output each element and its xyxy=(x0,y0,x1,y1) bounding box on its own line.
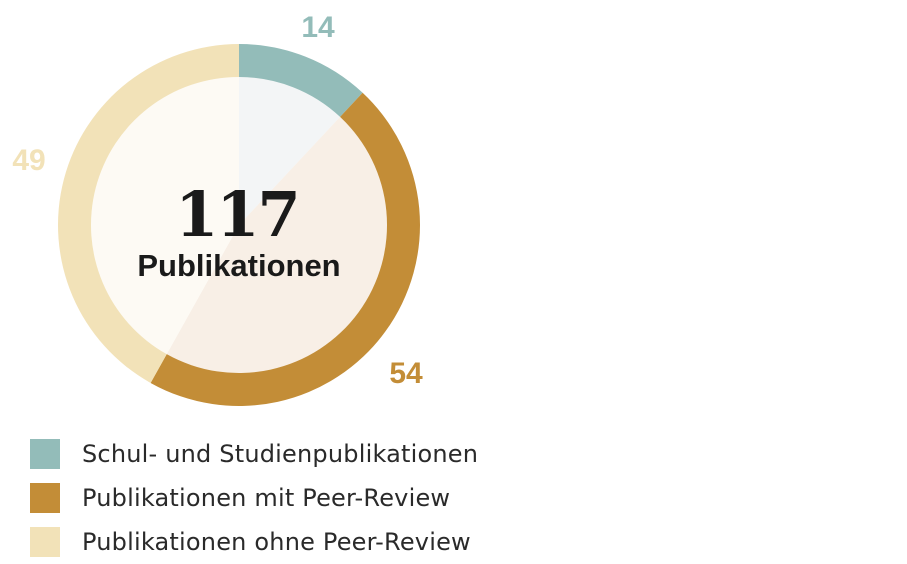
legend-swatch xyxy=(30,439,60,469)
legend-swatch xyxy=(30,483,60,513)
slice-value-label: 14 xyxy=(301,11,335,44)
donut-inner-sector xyxy=(91,77,239,355)
legend-item-ohne-peer-review: Publikationen ohne Peer-Review xyxy=(30,520,478,564)
center-caption: Publikationen xyxy=(137,248,340,283)
legend-label: Publikationen mit Peer-Review xyxy=(82,484,451,512)
legend-label: Publikationen ohne Peer-Review xyxy=(82,528,471,556)
donut-inner-sector xyxy=(166,116,388,374)
donut-slice xyxy=(150,92,421,407)
slice-value-label: 54 xyxy=(389,357,423,390)
donut-slice xyxy=(239,44,363,117)
center-total: 117 xyxy=(175,178,298,251)
legend-item-mit-peer-review: Publikationen mit Peer-Review xyxy=(30,476,478,520)
donut-inner-sector xyxy=(239,77,341,225)
legend-swatch xyxy=(30,527,60,557)
donut-slice xyxy=(58,44,239,383)
slice-value-label: 49 xyxy=(12,144,45,177)
legend-item-schul-studien: Schul- und Studienpublikationen xyxy=(30,432,478,476)
chart-legend: Schul- und Studienpublikationen Publikat… xyxy=(30,432,478,564)
legend-label: Schul- und Studienpublikationen xyxy=(82,440,479,468)
